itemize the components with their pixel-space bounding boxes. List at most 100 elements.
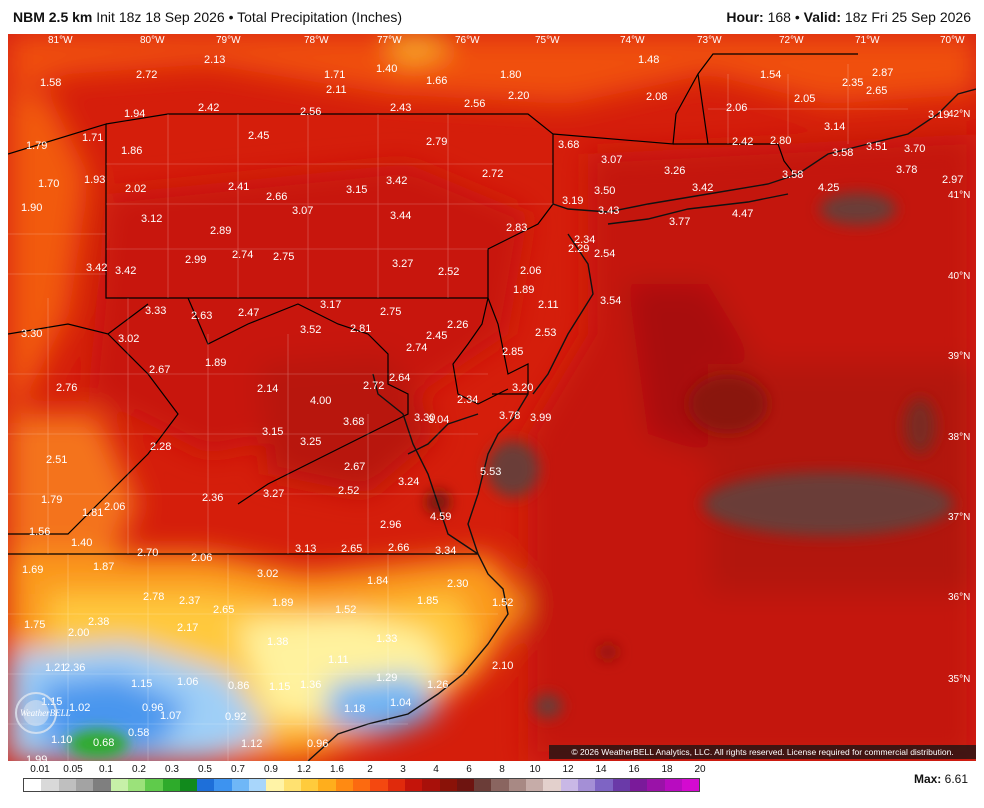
precip-value-label: 2.36 bbox=[202, 492, 223, 504]
precip-value-label: 2.74 bbox=[232, 249, 253, 261]
precip-value-label: 0.58 bbox=[128, 727, 149, 739]
precip-value-label: 3.12 bbox=[141, 213, 162, 225]
precip-value-label: 2.47 bbox=[238, 307, 259, 319]
precip-value-label: 2.78 bbox=[143, 591, 164, 603]
legend-tick: 8 bbox=[499, 764, 505, 775]
precip-value-label: 2.72 bbox=[136, 69, 157, 81]
precip-value-label: 3.50 bbox=[594, 185, 615, 197]
precip-value-label: 2.56 bbox=[300, 106, 321, 118]
precip-value-label: 1.87 bbox=[93, 561, 114, 573]
longitude-tick: 73°W bbox=[697, 35, 722, 46]
valid-label: Valid: bbox=[803, 9, 842, 25]
precip-value-label: 1.81 bbox=[82, 507, 103, 519]
precip-value-label: 3.68 bbox=[558, 139, 579, 151]
legend-swatch bbox=[93, 779, 111, 791]
precip-value-label: 3.54 bbox=[600, 295, 621, 307]
copyright-notice: © 2026 WeatherBELL Analytics, LLC. All r… bbox=[549, 745, 976, 759]
precip-value-label: 1.04 bbox=[390, 697, 411, 709]
legend-swatch bbox=[352, 779, 371, 791]
latitude-tick: 36°N bbox=[948, 592, 970, 603]
legend-swatch bbox=[526, 779, 544, 791]
product-name: Total Precipitation (Inches) bbox=[237, 9, 403, 25]
station-values: 2.13 2.72 1.58 1.71 1.40 1.66 1.80 1.48 1.54 2.87… bbox=[21, 54, 963, 761]
precip-value-label: 2.56 bbox=[464, 98, 485, 110]
coastline bbox=[307, 88, 976, 761]
precip-value-label: 2.76 bbox=[56, 382, 77, 394]
precip-value-label: 1.90 bbox=[21, 202, 42, 214]
precip-value-label: 3.02 bbox=[257, 568, 278, 580]
precip-value-label: 3.19 bbox=[562, 195, 583, 207]
legend-tick: 16 bbox=[628, 764, 640, 775]
precip-value-label: 3.42 bbox=[86, 262, 107, 274]
precip-value-label: 1.79 bbox=[26, 140, 47, 152]
precip-value-label: 2.38 bbox=[88, 616, 109, 628]
precip-value-label: 3.04 bbox=[428, 414, 449, 426]
precip-value-label: 1.71 bbox=[82, 132, 103, 144]
precip-value-label: 3.58 bbox=[832, 147, 853, 159]
precip-value-label: 5.53 bbox=[480, 466, 501, 478]
precip-value-label: 4.25 bbox=[818, 182, 839, 194]
precip-value-label: 3.07 bbox=[601, 154, 622, 166]
precip-value-label: 1.84 bbox=[367, 575, 388, 587]
precip-value-label: 3.26 bbox=[664, 165, 685, 177]
legend-swatch bbox=[543, 779, 561, 791]
precip-value-label: 2.26 bbox=[447, 319, 468, 331]
legend-tick: 0.05 bbox=[63, 764, 83, 775]
precip-value-label: 0.86 bbox=[228, 680, 249, 692]
legend-swatch bbox=[370, 779, 388, 791]
legend-swatch bbox=[58, 779, 76, 791]
latitude-ticks: 42°N 41°N 40°N 39°N 38°N 37°N 36°N 35°N bbox=[948, 109, 970, 685]
precip-value-label: 3.19 bbox=[928, 109, 949, 121]
precip-value-label: 3.52 bbox=[300, 324, 321, 336]
precip-value-label: 3.07 bbox=[292, 205, 313, 217]
legend-swatch bbox=[283, 779, 301, 791]
precip-value-label: 3.24 bbox=[398, 476, 419, 488]
precip-value-label: 2.89 bbox=[210, 225, 231, 237]
precip-value-label: 1.93 bbox=[84, 174, 105, 186]
legend-swatch bbox=[560, 779, 578, 791]
precip-value-label: 2.37 bbox=[179, 595, 200, 607]
longitude-tick: 79°W bbox=[216, 35, 241, 46]
precip-value-label: 2.65 bbox=[213, 604, 234, 616]
precip-value-label: 1.58 bbox=[40, 77, 61, 89]
legend-swatch bbox=[681, 779, 700, 791]
precip-value-label: 1.36 bbox=[300, 679, 321, 691]
precip-value-label: 2.13 bbox=[204, 54, 225, 66]
precip-value-label: 2.29 bbox=[568, 243, 589, 255]
legend-tick: 0.7 bbox=[231, 764, 245, 775]
longitude-tick: 75°W bbox=[535, 35, 560, 46]
legend-swatch bbox=[612, 779, 630, 791]
precip-value-label: 1.02 bbox=[69, 702, 90, 714]
valid-value: 18z Fri 25 Sep 2026 bbox=[844, 9, 971, 25]
precip-value-label: 2.80 bbox=[770, 135, 791, 147]
precip-value-label: 1.15 bbox=[269, 681, 290, 693]
precip-value-label: 3.15 bbox=[346, 184, 367, 196]
precip-value-label: 3.42 bbox=[692, 182, 713, 194]
precip-value-label: 3.77 bbox=[669, 216, 690, 228]
precip-value-label: 1.38 bbox=[267, 636, 288, 648]
precip-value-label: 2.70 bbox=[137, 547, 158, 559]
precip-value-label: 2.11 bbox=[538, 299, 559, 311]
legend-tick: 1.2 bbox=[297, 764, 311, 775]
legend-swatch bbox=[249, 779, 267, 791]
precip-value-label: 3.17 bbox=[320, 299, 341, 311]
precip-value-label: 1.85 bbox=[417, 595, 438, 607]
precip-value-label: 3.02 bbox=[118, 333, 139, 345]
precip-value-label: 2.52 bbox=[438, 266, 459, 278]
latitude-tick: 39°N bbox=[948, 351, 970, 362]
legend-tick: 2 bbox=[367, 764, 373, 775]
latitude-tick: 40°N bbox=[948, 271, 970, 282]
precip-value-label: 1.06 bbox=[177, 676, 198, 688]
precip-value-label: 1.52 bbox=[492, 597, 513, 609]
longitude-tick: 77°W bbox=[377, 35, 402, 46]
precip-value-label: 2.52 bbox=[338, 485, 359, 497]
logo-text: WeatherBELL bbox=[20, 708, 71, 718]
precip-value-label: 0.96 bbox=[307, 738, 328, 750]
legend-swatch bbox=[24, 779, 42, 791]
precip-value-label: 2.45 bbox=[426, 330, 447, 342]
legend-swatch bbox=[647, 779, 665, 791]
precip-value-label: 2.06 bbox=[104, 501, 125, 513]
precip-value-label: 2.14 bbox=[257, 383, 278, 395]
precip-value-label: 4.47 bbox=[732, 208, 753, 220]
precip-value-label: 4.59 bbox=[430, 511, 451, 523]
